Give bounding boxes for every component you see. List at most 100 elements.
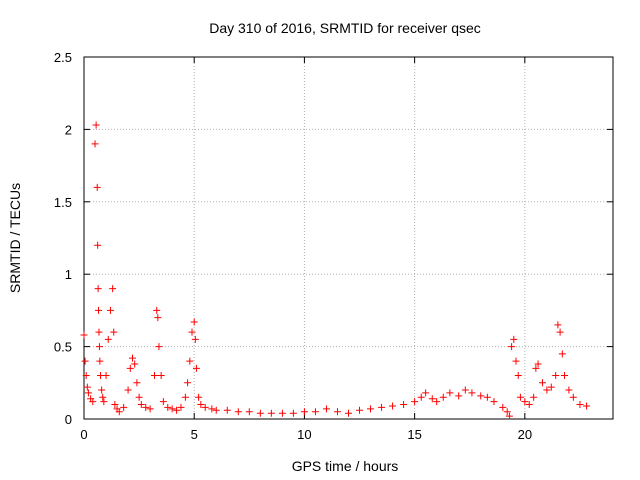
data-point xyxy=(512,357,520,365)
data-point xyxy=(503,408,511,416)
data-point xyxy=(311,408,319,416)
data-point xyxy=(100,398,108,406)
axis-ticks xyxy=(83,56,613,420)
data-point xyxy=(104,335,112,343)
data-point xyxy=(245,408,253,416)
data-point xyxy=(532,364,540,372)
data-point xyxy=(525,401,533,409)
data-point xyxy=(483,393,491,401)
data-point xyxy=(514,372,522,380)
data-point xyxy=(109,285,117,293)
y-axis-label: SRMTID / TECUs xyxy=(7,183,23,293)
data-point xyxy=(576,401,584,409)
data-point xyxy=(521,398,529,406)
data-point xyxy=(561,372,569,380)
data-point xyxy=(110,328,118,336)
data-point xyxy=(96,357,104,365)
x-axis-label: GPS time / hours xyxy=(292,458,399,474)
data-points xyxy=(80,121,591,420)
data-point xyxy=(146,405,154,413)
x-tick-label: 10 xyxy=(297,427,311,442)
data-point xyxy=(159,398,167,406)
y-tick-label: 0 xyxy=(65,412,72,427)
data-point xyxy=(192,364,200,372)
data-point xyxy=(333,408,341,416)
y-tick-label: 2 xyxy=(65,122,72,137)
data-point xyxy=(157,372,165,380)
data-point xyxy=(115,408,123,416)
data-point xyxy=(417,393,425,401)
data-point xyxy=(289,409,297,417)
data-point xyxy=(177,403,185,411)
data-point xyxy=(102,372,110,380)
data-point xyxy=(188,328,196,336)
data-point xyxy=(499,403,507,411)
data-point xyxy=(106,306,114,314)
data-point xyxy=(428,395,436,403)
data-point xyxy=(455,392,463,400)
data-point xyxy=(89,398,97,406)
data-point xyxy=(538,379,546,387)
data-point xyxy=(197,401,205,409)
data-point xyxy=(583,402,591,410)
data-point xyxy=(83,383,91,391)
data-point xyxy=(126,364,134,372)
data-point xyxy=(155,343,163,351)
data-point xyxy=(128,354,136,362)
data-point xyxy=(84,389,92,397)
data-point xyxy=(256,409,264,417)
data-point xyxy=(111,401,119,409)
data-point xyxy=(95,328,103,336)
chart-title: Day 310 of 2016, SRMTID for receiver qse… xyxy=(209,20,481,36)
data-point xyxy=(565,386,573,394)
data-point xyxy=(190,318,198,326)
data-point xyxy=(135,393,143,401)
data-point xyxy=(153,306,161,314)
data-point xyxy=(99,393,107,401)
data-point xyxy=(534,360,542,368)
data-point xyxy=(278,409,286,417)
data-point xyxy=(267,409,275,417)
y-tick-label: 2.5 xyxy=(54,50,72,65)
data-point xyxy=(195,393,203,401)
y-tick-label: 1.5 xyxy=(54,195,72,210)
data-point xyxy=(142,403,150,411)
data-point xyxy=(208,405,216,413)
y-tick-labels: 0 0.5 1 1.5 2 2.5 xyxy=(54,50,72,427)
data-point xyxy=(154,314,162,322)
data-point xyxy=(552,372,560,380)
data-point xyxy=(223,406,231,414)
data-point xyxy=(300,408,308,416)
data-point xyxy=(133,379,141,387)
data-point xyxy=(543,386,551,394)
data-point xyxy=(505,412,513,420)
data-point xyxy=(120,403,128,411)
data-point xyxy=(95,343,103,351)
data-point xyxy=(234,408,242,416)
data-point xyxy=(468,389,476,397)
data-point xyxy=(212,406,220,414)
data-point xyxy=(186,357,194,365)
data-point xyxy=(558,350,566,358)
data-point xyxy=(530,393,538,401)
data-point xyxy=(510,335,518,343)
data-point xyxy=(439,393,447,401)
data-point xyxy=(168,405,176,413)
data-point xyxy=(345,409,352,417)
y-tick-label: 0.5 xyxy=(54,340,72,355)
data-point xyxy=(433,398,441,406)
data-point xyxy=(516,393,524,401)
x-tick-labels: 0 5 10 15 20 xyxy=(80,427,532,442)
data-point xyxy=(508,343,516,351)
data-point xyxy=(95,306,103,314)
data-point xyxy=(137,401,145,409)
data-point xyxy=(92,121,100,129)
data-point xyxy=(389,402,397,410)
data-point xyxy=(94,241,102,249)
data-point xyxy=(94,285,102,293)
data-point xyxy=(322,405,330,413)
data-point xyxy=(477,392,485,400)
data-point xyxy=(184,379,192,387)
data-point xyxy=(124,386,132,394)
